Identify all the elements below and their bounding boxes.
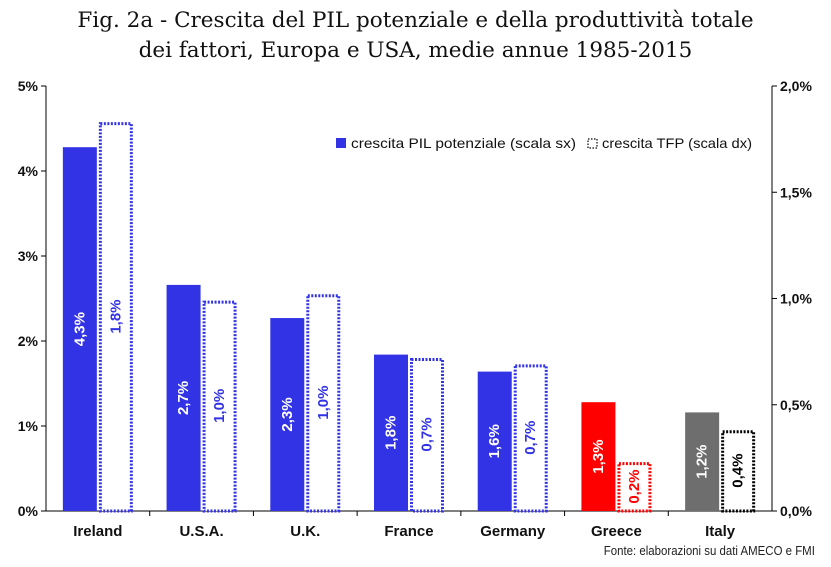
data-label-tfp: 1,0% (315, 386, 332, 420)
data-label-pil: 2,7% (175, 381, 192, 415)
legend-label-tfp: crescita TFP (scala dx) (602, 135, 752, 151)
x-axis-category-label: U.S.A. (179, 523, 223, 540)
source-note: Fonte: elaborazioni su dati AMECO e FMI (603, 543, 815, 558)
data-label-pil: 1,2% (694, 445, 711, 479)
bar-pil-uk (270, 318, 305, 511)
left-axis-tick-label: 0% (18, 503, 39, 519)
left-axis-tick-label: 1% (18, 418, 39, 434)
data-label-pil: 1,8% (383, 416, 400, 450)
bar-tfp-uk (306, 294, 341, 513)
left-axis-tick-label: 4% (18, 163, 39, 179)
bar-pil-usa (166, 284, 201, 511)
bar-pil-ireland (62, 147, 97, 511)
bar-tfp-italy (721, 430, 756, 513)
data-label-tfp: 0,7% (522, 421, 539, 455)
bar-pil-germany (477, 371, 512, 511)
legend-swatch-pil (336, 138, 346, 148)
left-axis-tick-label: 5% (18, 78, 39, 94)
bar-tfp-usa (202, 300, 237, 513)
bar-pil-italy (685, 412, 720, 511)
right-axis-tick-label: 2,0% (780, 78, 812, 94)
legend-label-pil: crescita PIL potenziale (scala sx) (351, 135, 576, 151)
bar-tfp-ireland (98, 122, 133, 513)
left-axis-tick-label: 3% (18, 248, 39, 264)
left-axis-tick-label: 2% (18, 333, 39, 349)
x-axis-category-label: U.K. (290, 523, 320, 540)
data-label-tfp: 0,2% (626, 469, 643, 503)
x-axis-category-label: Greece (591, 523, 642, 540)
data-label-pil: 1,6% (486, 424, 503, 458)
x-axis-category-label: France (384, 523, 433, 540)
chart-title: Fig. 2a - Crescita del PIL potenziale e … (0, 6, 831, 66)
right-axis-tick-label: 0,0% (780, 503, 812, 519)
data-label-pil: 1,3% (590, 439, 607, 473)
data-label-tfp: 1,8% (107, 299, 124, 333)
data-label-pil: 2,3% (279, 397, 296, 431)
bar-tfp-greece (617, 462, 652, 513)
x-axis-category-label: Ireland (73, 523, 122, 540)
bar-pil-greece (581, 402, 616, 511)
data-label-pil: 4,3% (71, 312, 88, 346)
right-axis-tick-label: 1,0% (780, 291, 812, 307)
bar-tfp-france (410, 358, 444, 513)
right-axis-tick-label: 0,5% (780, 397, 812, 413)
x-axis-category-label: Italy (705, 523, 736, 540)
data-label-tfp: 0,4% (730, 454, 747, 488)
data-label-tfp: 0,7% (419, 417, 436, 451)
chart-title-line-1: Fig. 2a - Crescita del PIL potenziale e … (77, 8, 754, 33)
chart-title-line-2: dei fattori, Europa e USA, medie annue 1… (138, 38, 693, 63)
legend-swatch-tfp (587, 138, 598, 149)
data-label-tfp: 1,0% (211, 389, 228, 423)
bar-pil-france (374, 354, 408, 511)
x-axis-category-label: Germany (480, 523, 546, 540)
right-axis-tick-label: 1,5% (780, 184, 812, 200)
bar-tfp-germany (513, 364, 548, 513)
